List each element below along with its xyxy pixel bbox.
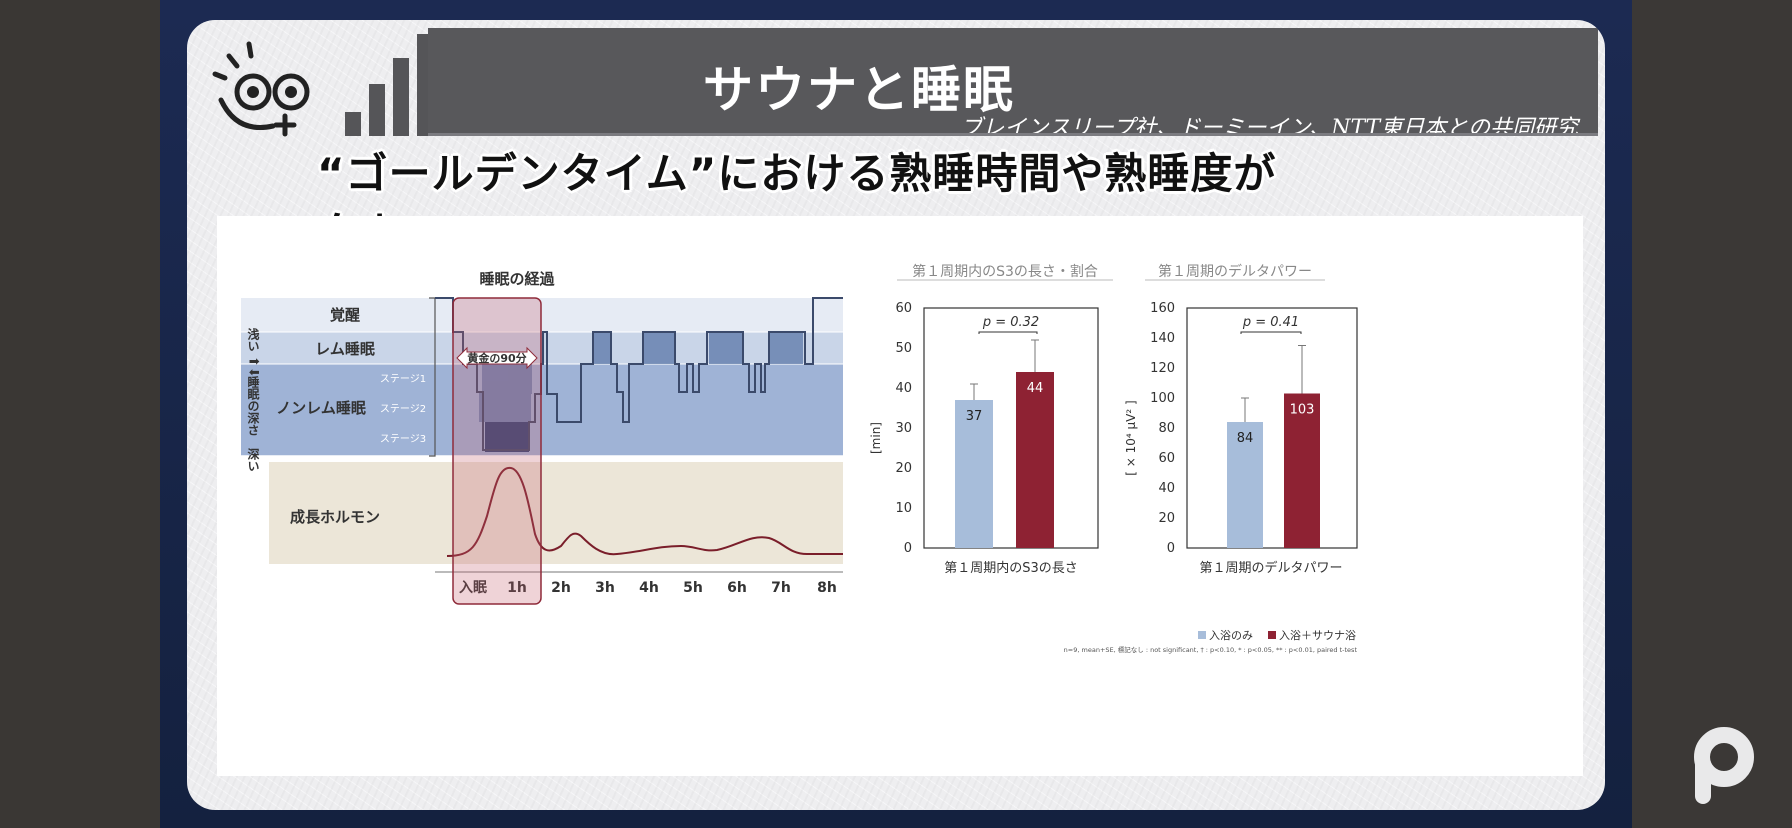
bar2-title: 第１周期のデルタパワー <box>1158 263 1312 280</box>
hypnogram-title: 睡眠の経過 <box>479 270 555 288</box>
awake-band <box>241 298 843 332</box>
smiley-logo-icon <box>212 41 310 137</box>
bar2-pvalue: p = 0.41 <box>1242 315 1299 330</box>
legend-label-bath: 入浴のみ <box>1209 629 1253 642</box>
bar1-value-label: 37 <box>966 409 983 424</box>
bar2-ylabel: [ × 10⁴ μV² ] <box>1124 400 1138 475</box>
hypnogram-line <box>435 297 843 451</box>
bar2-ytick-label: 80 <box>1158 421 1175 436</box>
figure-svg: 睡眠の経過 浅い ⬆⬇ 睡眠の深さ 深い 覚醒 レム睡眠 ノンレム睡眠 ス <box>241 263 1358 654</box>
time-label-2h: 2h <box>551 580 571 596</box>
golden-90-arrow <box>456 346 538 370</box>
growth-hormone-curve <box>446 466 843 557</box>
presentation-slide: サウナと睡眠 ブレインスリープ社、ドーミーイン、NTT東日本との共同研究 “ゴー… <box>187 20 1605 810</box>
bar1-ytick-label: 10 <box>895 501 912 516</box>
time-label-4h: 4h <box>639 580 659 596</box>
bar1-frame <box>923 307 1099 549</box>
time-label-5h: 5h <box>683 580 703 596</box>
bar-chart-delta-power: 第１周期のデルタパワー [ × 10⁴ μV² ] 第１周期のデルタパワー 0 2… <box>1124 263 1358 576</box>
chart-legend: 入浴のみ 入浴＋サウナ浴 n=9, mean+SE, 標記なし : not si… <box>1064 629 1358 654</box>
stage-1-label: ステージ1 <box>380 374 426 385</box>
time-label-1h: 1h <box>507 580 527 596</box>
time-label-6h: 6h <box>727 580 747 596</box>
bar2-bar-bath-sauna <box>1284 393 1320 548</box>
bar2-ytick-label: 140 <box>1150 331 1175 346</box>
bar1-ytick-label: 0 <box>904 541 912 556</box>
legend-label-sauna: 入浴＋サウナ浴 <box>1279 629 1356 642</box>
bar2-ytick-label: 120 <box>1150 361 1175 376</box>
bar1-ylabel: [min] <box>869 422 883 454</box>
figure-panel: 睡眠の経過 浅い ⬆⬇ 睡眠の深さ 深い 覚醒 レム睡眠 ノンレム睡眠 ス <box>217 216 1583 776</box>
bar1-ytick-label: 30 <box>895 421 912 436</box>
bar1-bar-bath-only <box>955 400 993 548</box>
golden-90-label: 黄金の90分 <box>467 351 526 365</box>
left-background <box>0 0 160 828</box>
hormone-band <box>269 462 843 564</box>
bar1-ytick-label: 60 <box>895 301 912 316</box>
sleep-hypnogram: 睡眠の経過 浅い ⬆⬇ 睡眠の深さ 深い 覚醒 レム睡眠 ノンレム睡眠 ス <box>241 270 843 605</box>
bar2-value-label: 103 <box>1290 403 1315 418</box>
band-label-rem: レム睡眠 <box>315 340 375 358</box>
bar1-xlabel: 第１周期内のS3の長さ <box>944 560 1078 576</box>
axis-arrows: ⬆⬇ <box>246 356 261 378</box>
bar2-value-label: 84 <box>1237 431 1254 446</box>
bar1-title: 第１周期内のS3の長さ・割合 <box>912 263 1098 280</box>
time-label-3h: 3h <box>595 580 615 596</box>
time-label-sleep-onset: 入眠 <box>459 580 487 596</box>
band-label-nrem: ノンレム睡眠 <box>276 399 366 417</box>
legend-swatch-sauna <box>1268 631 1276 639</box>
bar2-ytick-label: 100 <box>1150 391 1175 406</box>
axis-depth: 睡眠の深さ <box>246 375 260 436</box>
bar2-ytick-label: 160 <box>1150 301 1175 316</box>
golden-90-highlight <box>452 297 542 605</box>
bar2-xlabel: 第１周期のデルタパワー <box>1199 560 1342 576</box>
slide-subtitle: ブレインスリープ社、ドーミーイン、NTT東日本との共同研究 <box>960 116 1578 141</box>
p-logo-icon <box>1694 727 1754 804</box>
bar1-ytick-label: 50 <box>895 341 912 356</box>
axis-shallow: 浅い <box>246 327 260 352</box>
slide-title: サウナと睡眠 <box>703 61 1015 119</box>
bar2-ytick-label: 0 <box>1167 541 1175 556</box>
axis-deep: 深い <box>246 447 260 472</box>
bar1-ytick-label: 20 <box>895 461 912 476</box>
hormone-label: 成長ホルモン <box>290 508 380 526</box>
bar2-ytick-label: 40 <box>1158 481 1175 496</box>
bar2-frame <box>1186 307 1358 549</box>
time-label-7h: 7h <box>771 580 791 596</box>
legend-swatch-bath <box>1198 631 1206 639</box>
band-label-awake: 覚醒 <box>330 306 360 324</box>
bar2-ytick-label: 60 <box>1158 451 1175 466</box>
bar2-ytick-label: 20 <box>1158 511 1175 526</box>
stage-3-label: ステージ3 <box>380 434 426 445</box>
stage-2-label: ステージ2 <box>380 404 426 415</box>
stage3-block <box>485 422 529 452</box>
bar2-bar-bath-only <box>1227 422 1263 548</box>
bar1-pvalue: p = 0.32 <box>982 315 1039 330</box>
right-background <box>1632 0 1792 828</box>
bar1-bar-bath-sauna <box>1016 372 1054 548</box>
legend-footnote: n=9, mean+SE, 標記なし : not significant, † … <box>1064 645 1358 654</box>
bar1-ytick-label: 40 <box>895 381 912 396</box>
bar1-value-label: 44 <box>1027 381 1044 396</box>
title-bar: サウナと睡眠 ブレインスリープ社、ドーミーイン、NTT東日本との共同研究 <box>428 28 1598 141</box>
bar-chart-s3-length: 第１周期内のS3の長さ・割合 [min] 第１周期内のS3の長さ 0 10 20 30… <box>869 263 1113 576</box>
signal-bars-icon <box>345 32 435 136</box>
time-label-8h: 8h <box>817 580 837 596</box>
